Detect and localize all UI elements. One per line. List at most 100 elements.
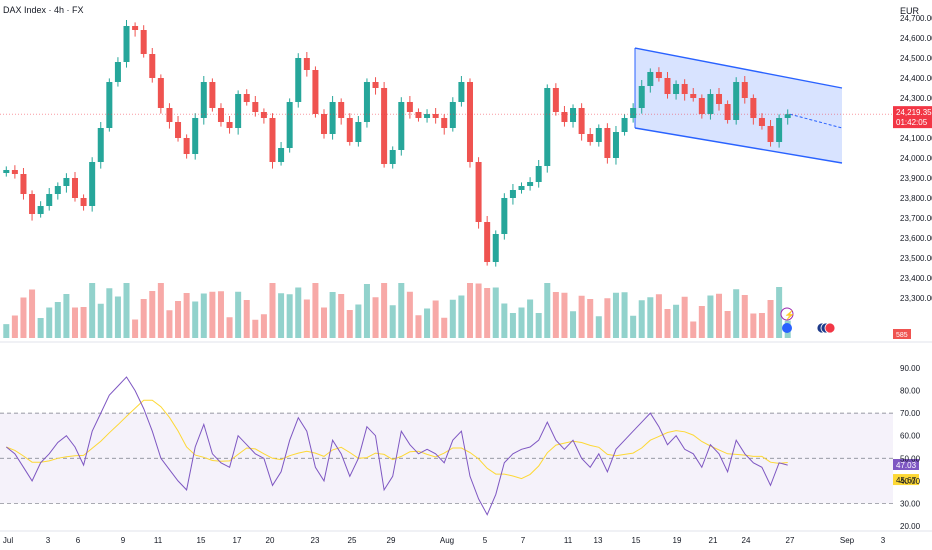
- candle-body: [363, 82, 370, 122]
- volume-bar: [355, 304, 362, 338]
- candle-body: [527, 182, 534, 186]
- last-price-tag: [893, 106, 932, 129]
- channel-lower-line: [634, 127, 843, 164]
- volume-bar: [716, 293, 723, 338]
- volume-bar: [114, 296, 121, 338]
- candle-body: [29, 194, 36, 214]
- volume-bar: [29, 289, 36, 338]
- candle-body: [3, 170, 10, 173]
- volume-bar: [475, 283, 482, 338]
- volume-bar: [552, 292, 559, 338]
- volume-bar: [3, 324, 10, 338]
- volume-bar: [587, 299, 594, 338]
- candle-body: [698, 98, 705, 114]
- volume-bar: [200, 293, 207, 338]
- grid: [0, 341, 932, 532]
- volume-bar: [570, 311, 577, 338]
- candle-body: [192, 118, 199, 154]
- volume-bar: [37, 318, 44, 338]
- symbol-name[interactable]: DAX Index: [3, 5, 47, 15]
- volume-bar: [54, 302, 61, 338]
- volume-bar: [295, 287, 302, 338]
- volume-bar: [46, 307, 53, 338]
- rsi-ma-tag: [893, 474, 919, 486]
- candle-body: [724, 104, 731, 120]
- time-tick: 25: [348, 536, 357, 545]
- volume-bar: [681, 296, 688, 338]
- candle-body: [97, 128, 104, 162]
- volume-bar: [209, 291, 216, 338]
- rsi-tick: 30.00: [900, 499, 921, 508]
- candle-body: [415, 112, 422, 118]
- price-tick: 24,100.00: [900, 134, 932, 143]
- candle-body: [690, 94, 697, 98]
- time-tick: 6: [76, 536, 81, 545]
- volume-bar: [278, 293, 285, 338]
- candle-body: [716, 94, 723, 104]
- candle-body: [578, 108, 585, 134]
- candle-body: [260, 112, 267, 118]
- volume-bar: [466, 283, 473, 338]
- candle-body: [673, 84, 680, 94]
- candle-body: [432, 114, 439, 118]
- candle-body: [595, 128, 602, 142]
- candle-body: [303, 58, 310, 70]
- time-tick: 29: [387, 536, 396, 545]
- volume-bar: [363, 284, 370, 338]
- channel-midline: [789, 113, 843, 129]
- candle-body: [664, 78, 671, 94]
- volume-bar: [20, 297, 27, 338]
- candle-body: [321, 114, 328, 134]
- volume-bar: [776, 287, 783, 338]
- volume-bar: [535, 313, 542, 338]
- rsi-tick: 80.00: [900, 387, 921, 396]
- volume-bar: [346, 310, 353, 338]
- event-markers[interactable]: ⚡: [780, 307, 836, 334]
- dividend-marker: [780, 307, 794, 321]
- volume-bar: [217, 291, 224, 338]
- volume-bar: [707, 295, 714, 338]
- candle-body: [647, 72, 654, 86]
- volume-bar: [157, 283, 164, 338]
- volume-bar: [260, 314, 267, 338]
- volume-bar: [149, 291, 156, 338]
- time-tick: 7: [521, 536, 526, 545]
- candle-body: [681, 84, 688, 94]
- interval[interactable]: 4h: [54, 5, 65, 15]
- candle-body: [11, 170, 18, 174]
- earnings-marker: [782, 323, 792, 333]
- volume-value: 585: [896, 332, 908, 339]
- volume-bar: [106, 288, 113, 338]
- time-tick: 23: [311, 536, 320, 545]
- candle-body: [535, 166, 542, 182]
- volume-bar: [243, 300, 250, 338]
- volume-bar: [612, 292, 619, 338]
- rsi-ma-value: 45.67: [896, 476, 917, 485]
- price-tick: 24,400.00: [900, 74, 932, 83]
- candle-body: [441, 118, 448, 128]
- price-tick: 23,300.00: [900, 294, 932, 303]
- volume-bar: [492, 287, 499, 338]
- candle-body: [501, 198, 508, 234]
- rsi-value-tag: [893, 458, 919, 470]
- candle-body: [466, 82, 473, 162]
- volume-bar: [71, 307, 78, 338]
- volume-bar: [441, 317, 448, 338]
- last-price-value: 24,219.35: [896, 108, 932, 117]
- volume-bar: [166, 310, 173, 338]
- currency-label[interactable]: EUR: [900, 6, 920, 16]
- candle-body: [286, 102, 293, 148]
- rsi-tick: 90.00: [900, 364, 921, 373]
- volume-bar: [406, 291, 413, 338]
- bar-countdown: 01:42:05: [896, 118, 928, 127]
- time-tick: 15: [197, 536, 206, 545]
- volume-bar: [561, 292, 568, 338]
- rsi-tick: 50.00: [900, 454, 921, 463]
- time-tick: 20: [266, 536, 275, 545]
- volume-bar: [655, 294, 662, 338]
- time-tick: Jul: [3, 536, 13, 545]
- volume-bar: [398, 283, 405, 338]
- rsi-tick: 70.00: [900, 409, 921, 418]
